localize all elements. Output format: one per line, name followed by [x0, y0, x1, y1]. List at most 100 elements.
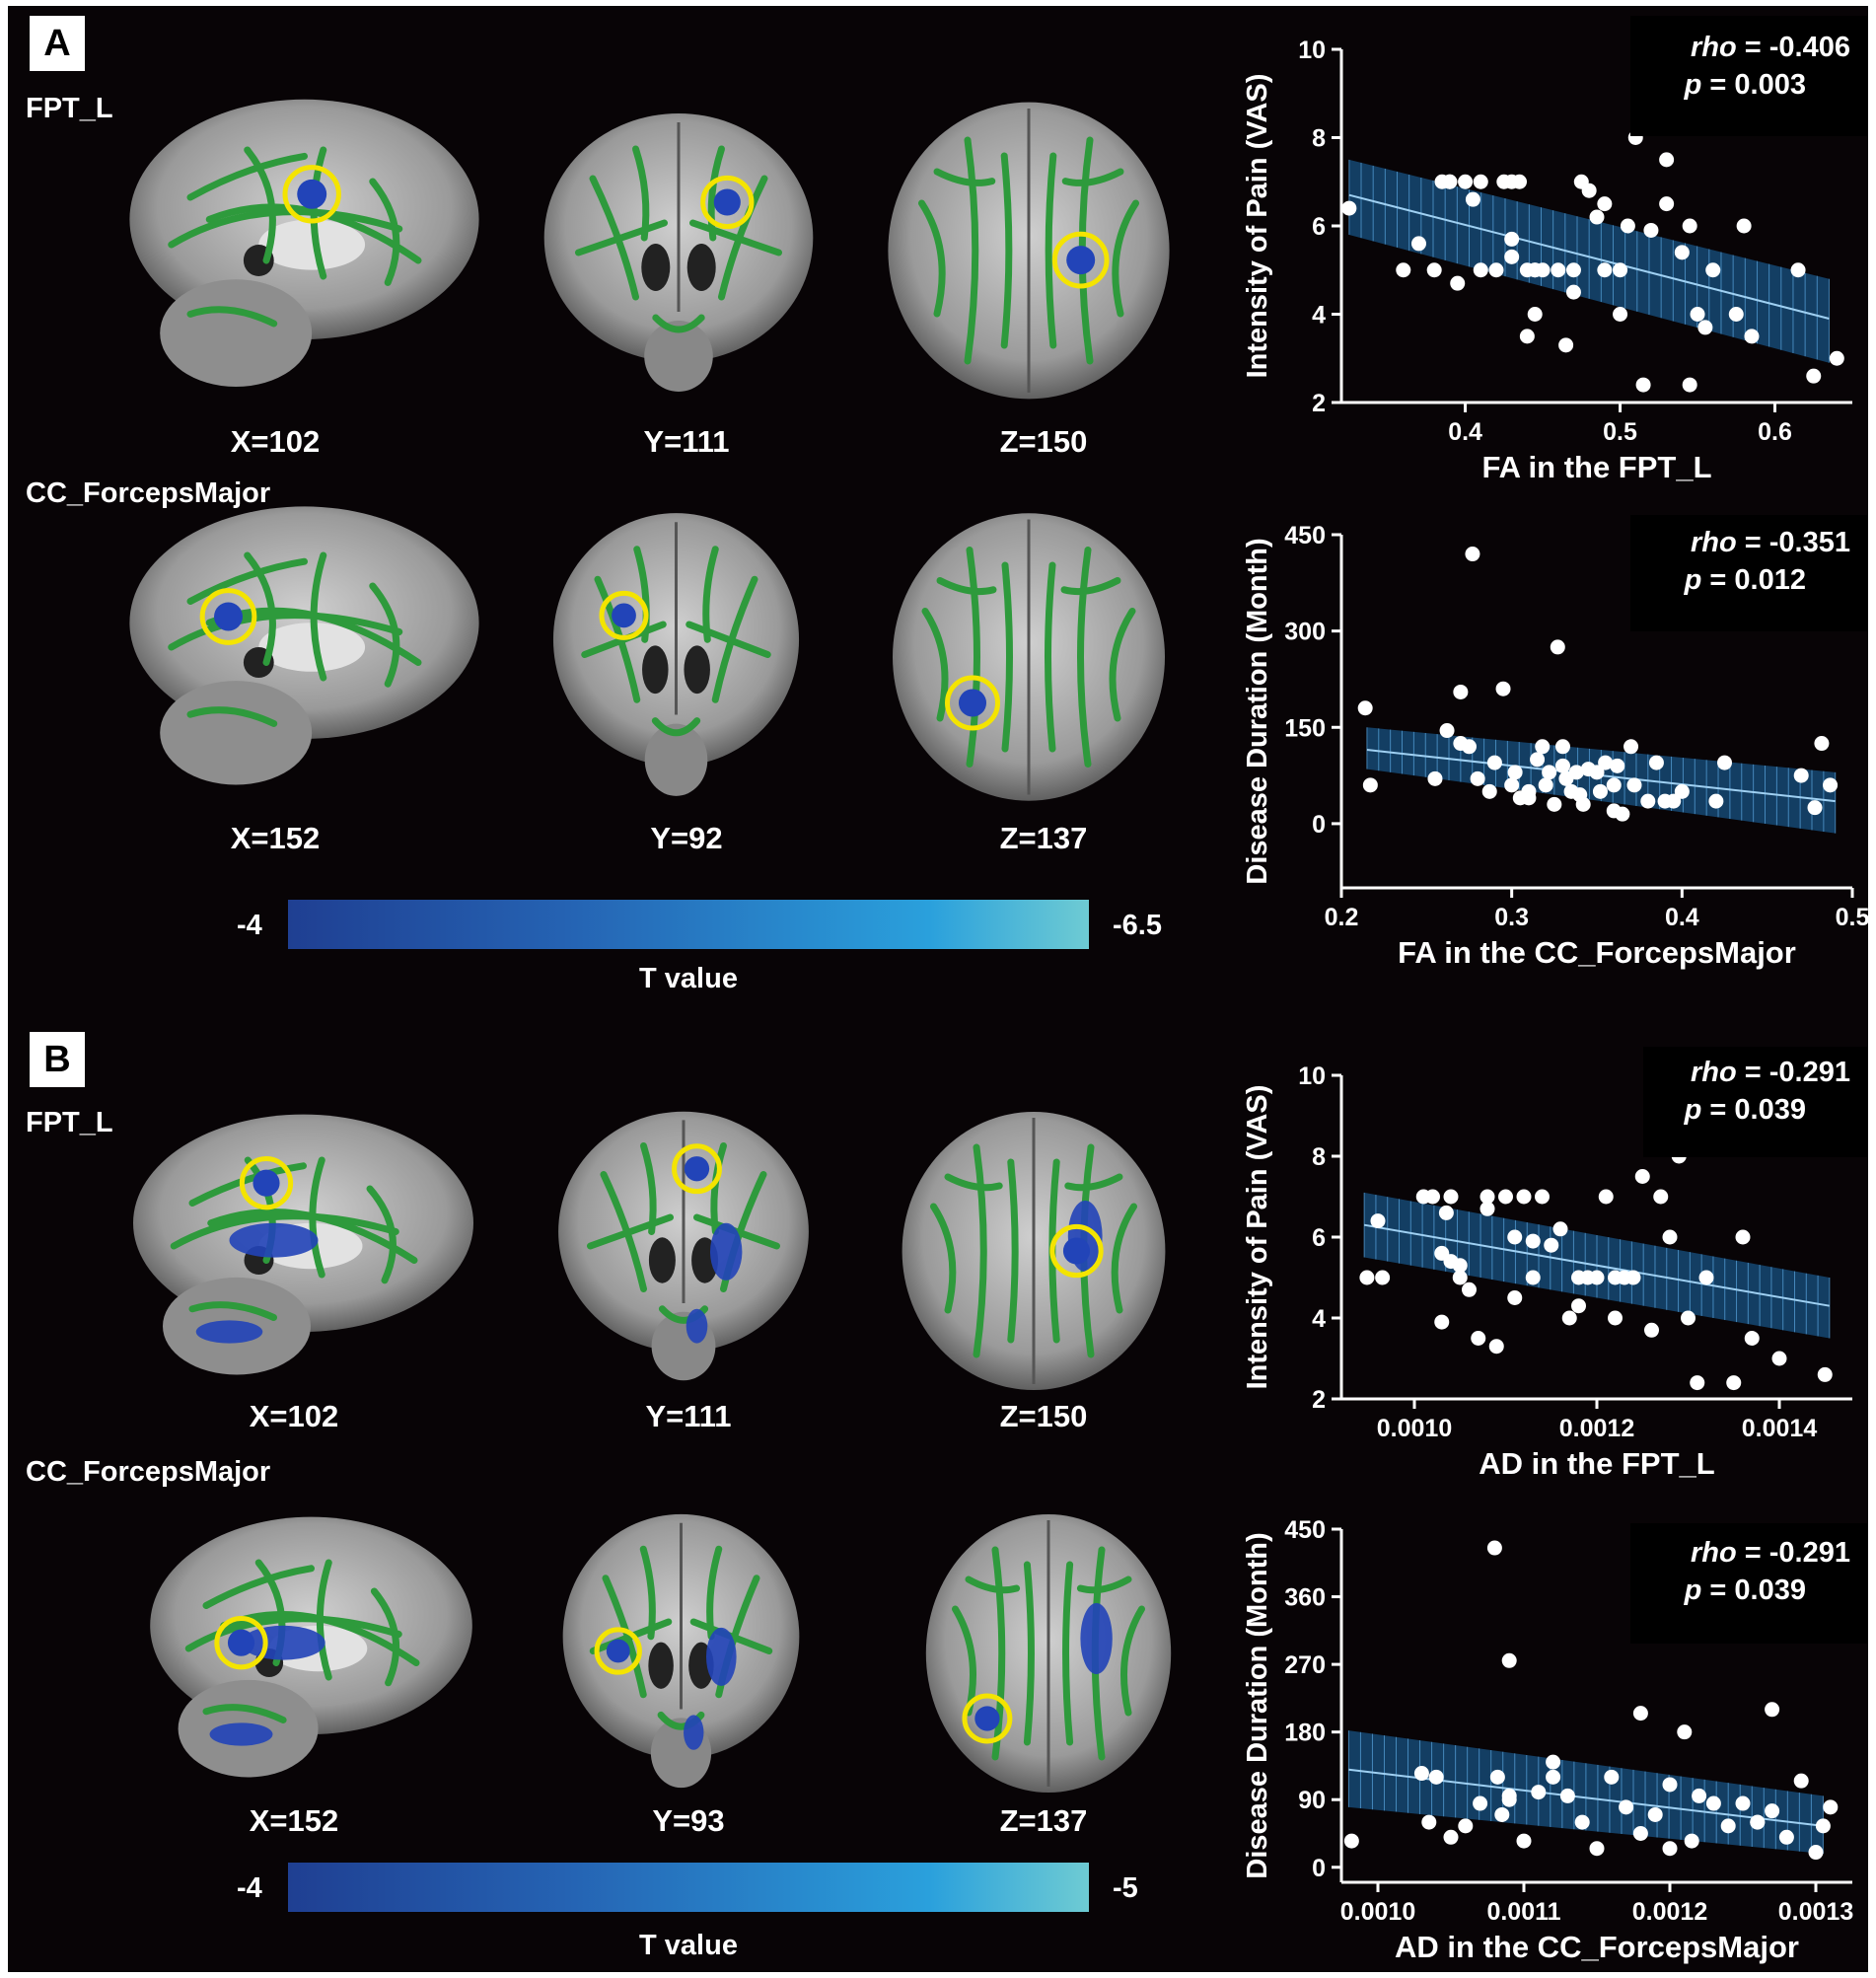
significant-cluster	[214, 602, 243, 631]
significant-cluster	[209, 1722, 273, 1746]
data-point	[1558, 337, 1574, 353]
panel-b-colorbar-title: T value	[639, 1930, 738, 1961]
tract-skeleton	[973, 1143, 987, 1358]
data-point	[1808, 1845, 1824, 1861]
y-tick-label: 180	[1284, 1720, 1326, 1747]
data-point	[1439, 723, 1455, 739]
data-point	[1790, 262, 1806, 278]
stat-box-4: rho = -0.291 p = 0.039	[1630, 1523, 1868, 1644]
stat-p-4: p = 0.039	[1684, 1575, 1806, 1606]
panel-b-row2-coord-z: Z=137	[999, 1803, 1088, 1838]
data-point	[1452, 1258, 1468, 1274]
data-point	[1525, 1233, 1541, 1249]
data-point	[1608, 1310, 1623, 1326]
significant-cluster	[612, 603, 636, 628]
data-point	[1527, 262, 1543, 278]
panel-a-row1-coord-x: X=102	[230, 424, 321, 459]
data-point	[1443, 1189, 1459, 1205]
data-point	[1662, 1777, 1678, 1793]
tract-skeleton	[966, 547, 980, 768]
y-tick-label: 4	[1312, 302, 1326, 330]
x-tick-label: 0.0013	[1778, 1898, 1853, 1926]
data-point	[1442, 174, 1458, 189]
data-point	[1542, 765, 1557, 780]
y-tick-label: 150	[1284, 714, 1326, 742]
significant-cluster	[1066, 246, 1096, 275]
data-point	[1473, 1795, 1488, 1811]
highlight-circle	[594, 1627, 642, 1675]
data-point	[1546, 1769, 1561, 1785]
x-tick-label: 0.4	[1448, 418, 1482, 446]
scatter-plot-fa-cc: 0 150 300 450 0.2 0.3 0.4 0.5 FA in the CC_Force…	[1242, 522, 1868, 970]
tract-skeleton	[316, 1559, 332, 1681]
data-point	[1765, 1803, 1780, 1819]
x-tick-label: 0.5	[1836, 904, 1868, 931]
data-point	[1604, 1769, 1620, 1785]
panel-a-row2-sagittal-image	[129, 506, 479, 785]
data-point	[1410, 236, 1426, 252]
data-point	[1561, 1310, 1577, 1326]
data-point	[1592, 783, 1608, 799]
y-tick-label: 450	[1284, 1516, 1326, 1544]
data-point	[1479, 1189, 1495, 1205]
data-point	[1462, 739, 1477, 755]
data-point	[1744, 329, 1760, 344]
significant-cluster	[195, 1320, 263, 1344]
panel-b-row1-axial-image	[902, 1112, 1166, 1390]
data-point	[1644, 1322, 1659, 1338]
data-point	[1426, 262, 1442, 278]
x-tick-label: 0.2	[1325, 904, 1359, 931]
highlight-circle	[1051, 231, 1110, 289]
data-point	[1341, 200, 1357, 216]
y-tick-label: 90	[1298, 1787, 1326, 1814]
highlight-circle	[214, 1616, 268, 1670]
data-point	[1793, 768, 1809, 783]
brain-slice-shape	[558, 1111, 809, 1381]
tract-skeleton	[707, 145, 725, 242]
data-point	[1421, 1814, 1437, 1830]
data-point	[1662, 1229, 1678, 1245]
data-point	[1589, 209, 1605, 225]
tract-skeleton	[188, 1301, 277, 1321]
data-point	[1589, 765, 1605, 780]
panel-a-row1-coord-z: Z=150	[999, 424, 1088, 459]
data-point	[1471, 1331, 1486, 1346]
ventricle	[648, 1237, 676, 1283]
panel-b-row1-coord-y: Y=111	[645, 1399, 732, 1433]
data-point	[1815, 1818, 1831, 1834]
data-point	[1531, 1785, 1547, 1800]
y-tick-label: 8	[1312, 125, 1326, 153]
data-point	[1481, 783, 1497, 799]
panel-b-colorbar-max: -5	[1113, 1872, 1138, 1904]
significant-cluster	[713, 188, 741, 216]
tract-skeleton	[575, 219, 668, 256]
tract-skeleton	[202, 1704, 287, 1723]
tract-skeleton	[633, 546, 650, 643]
data-point	[1750, 1814, 1766, 1830]
panel-a-row2-coord-x: X=152	[230, 821, 321, 855]
significant-cluster	[253, 1169, 280, 1197]
brain-slice-shape	[543, 113, 814, 392]
data-point	[1473, 262, 1488, 278]
data-point	[1488, 262, 1504, 278]
brain-cerebellum	[160, 279, 313, 387]
data-point	[1735, 1229, 1751, 1245]
tract-skeleton	[921, 608, 949, 722]
brain-slice-shape	[129, 506, 479, 785]
panel-b-row1-label: FPT_L	[26, 1107, 113, 1138]
data-point	[1659, 196, 1675, 212]
data-point	[1778, 1829, 1794, 1845]
tract-skeleton	[366, 1185, 397, 1284]
ventricle	[641, 244, 671, 291]
tract-skeleton	[710, 1142, 727, 1235]
tract-skeleton	[310, 551, 327, 682]
data-point	[1619, 1799, 1634, 1815]
scatter-plot-ad-cc: 0 90 180 270 360 450 0.0010 0.0011 0.0012 0.0013 A…	[1242, 1516, 1853, 1964]
tract-skeleton	[639, 1545, 656, 1641]
data-point	[1427, 770, 1443, 786]
tract-skeleton	[936, 577, 997, 596]
data-point	[1501, 1652, 1517, 1668]
data-point	[1438, 1205, 1454, 1220]
data-point	[1470, 770, 1485, 786]
panel-b-row1-coord-z: Z=150	[999, 1399, 1088, 1433]
